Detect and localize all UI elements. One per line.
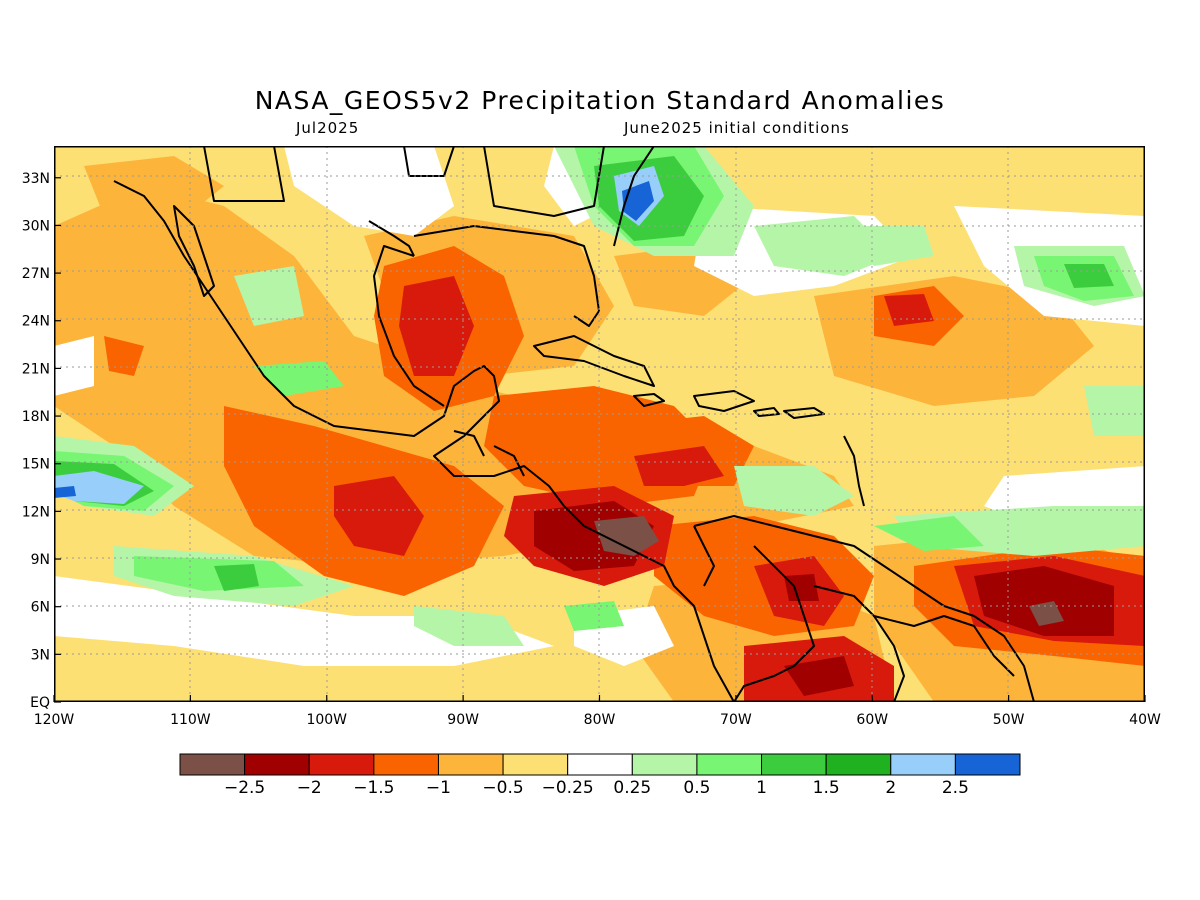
lon-label: 120W xyxy=(34,712,75,728)
lon-label: 110W xyxy=(170,712,211,728)
initial-conditions: June2025 initial conditions xyxy=(624,119,850,137)
colorbar-swatch xyxy=(761,753,827,776)
lat-label: 33N xyxy=(22,171,50,187)
map-canvas xyxy=(54,146,1145,702)
colorbar-swatch xyxy=(244,753,310,776)
lat-label: 21N xyxy=(22,361,50,377)
lat-label: 30N xyxy=(22,218,50,234)
colorbar-label: −2.5 xyxy=(224,778,265,798)
colorbar-swatch xyxy=(890,753,956,776)
colorbar-swatch xyxy=(567,753,633,776)
colorbar-label: 0.25 xyxy=(613,778,651,798)
colorbar-label: −1.5 xyxy=(353,778,394,798)
lon-label: 80W xyxy=(584,712,616,728)
lat-label: 9N xyxy=(31,552,50,568)
colorbar-swatch xyxy=(373,753,439,776)
colorbar-swatch xyxy=(437,753,504,776)
colorbar-swatch xyxy=(502,753,569,776)
colorbar-swatch xyxy=(954,753,1021,776)
colorbar-label: 2 xyxy=(885,778,896,798)
lat-label: 12N xyxy=(22,504,50,520)
colorbar-label: 0.5 xyxy=(683,778,710,798)
colorbar-swatch xyxy=(696,753,763,776)
colorbar-swatch xyxy=(825,753,892,776)
colorbar: −2.5 −2 −1.5 −1 −0.5 −0.25 0.25 0.5 1 1.5 2 2.5 xyxy=(179,753,1021,798)
lat-label: 6N xyxy=(31,600,50,616)
lat-label: 18N xyxy=(22,409,50,425)
lon-label: 90W xyxy=(447,712,479,728)
lon-label: 40W xyxy=(1129,712,1161,728)
lon-label: 100W xyxy=(306,712,347,728)
valid-month: Jul2025 xyxy=(296,119,360,137)
lat-label: EQ xyxy=(30,695,50,711)
graticule xyxy=(54,146,1145,702)
lon-label: 70W xyxy=(720,712,752,728)
lon-label: 60W xyxy=(856,712,888,728)
colorbar-swatch xyxy=(631,753,698,776)
colorbar-label: −1 xyxy=(426,778,451,798)
lat-label: 24N xyxy=(22,314,50,330)
colorbar-swatch xyxy=(179,753,246,776)
anomaly-map xyxy=(54,146,1145,702)
colorbar-swatch xyxy=(308,753,375,776)
colorbar-label: −2 xyxy=(297,778,322,798)
map-title: NASA_GEOS5v2 Precipitation Standard Anom… xyxy=(254,86,946,115)
lat-label: 27N xyxy=(22,266,50,282)
colorbar-label: 1 xyxy=(756,778,767,798)
lon-label: 50W xyxy=(993,712,1025,728)
colorbar-label: 1.5 xyxy=(813,778,840,798)
lat-label: 3N xyxy=(31,647,50,663)
colorbar-label: 2.5 xyxy=(942,778,969,798)
colorbar-label: −0.5 xyxy=(482,778,523,798)
lat-label: 15N xyxy=(22,457,50,473)
anomaly-band-record-dry xyxy=(594,516,1064,626)
colorbar-label: −0.25 xyxy=(542,778,594,798)
